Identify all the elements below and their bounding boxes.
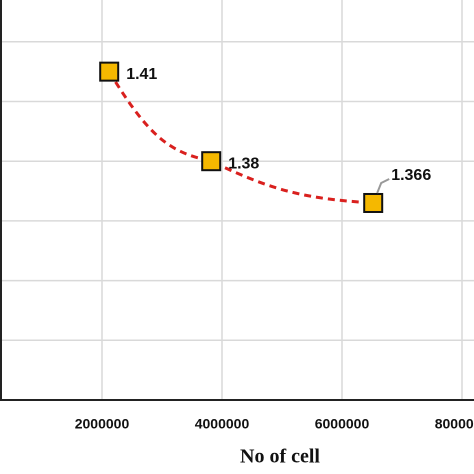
x-tick-label: 4000000	[195, 416, 250, 432]
data-label: 1.366	[391, 167, 431, 184]
marker	[99, 61, 120, 82]
x-tick-label: 2000000	[75, 416, 130, 432]
leader-line	[376, 178, 390, 194]
x-tick-label: 8000000	[435, 416, 474, 432]
data-label: 1.38	[228, 155, 259, 172]
data-label: 1.41	[126, 66, 157, 83]
marker	[201, 151, 222, 172]
x-tick-label: 6000000	[315, 416, 370, 432]
trend-line	[107, 70, 374, 205]
marker	[363, 192, 384, 213]
x-axis-title: No of cell	[240, 446, 320, 468]
